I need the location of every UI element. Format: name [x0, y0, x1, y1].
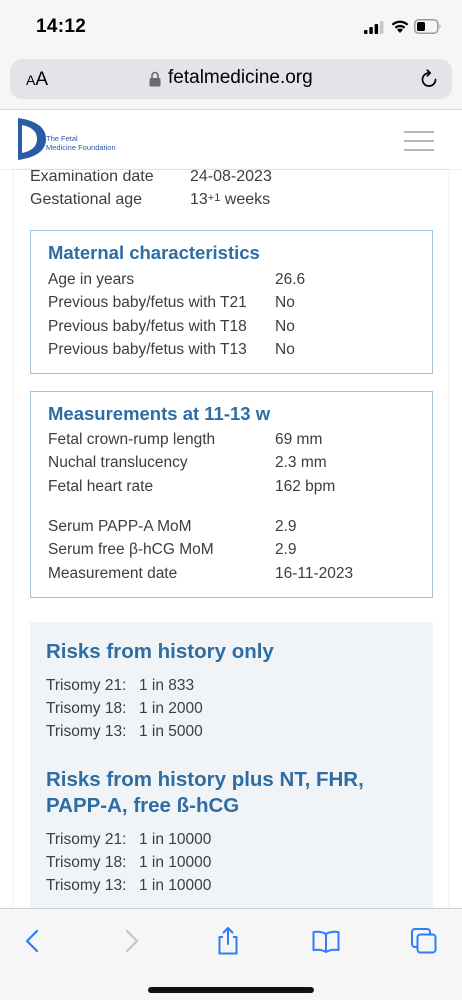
- measurement-row-label: Nuchal translucency: [48, 454, 188, 471]
- maternal-row-label: Previous baby/fetus with T21: [48, 294, 247, 311]
- reader-options-button[interactable]: AA: [26, 69, 49, 90]
- risk-results-panel: Risks from history only Trisomy 21: 1 in…: [30, 622, 433, 908]
- risks-combined-title: Risks from history plus NT, FHR, PAPP-A,…: [46, 768, 364, 817]
- maternal-characteristics-box: Maternal characteristics Age in years 26…: [30, 230, 433, 374]
- wifi-icon: [391, 20, 409, 33]
- measurements-box: Measurements at 11-13 w Fetal crown-rump…: [30, 391, 433, 598]
- status-bar: 14:12: [0, 0, 462, 52]
- maternal-row-label: Age in years: [48, 271, 135, 288]
- browser-address-area: AA fetalmedicine.org: [0, 52, 462, 110]
- risk-value: 1 in 10000: [139, 854, 212, 871]
- home-indicator: [148, 987, 314, 993]
- chevron-right-icon[interactable]: [116, 926, 146, 956]
- url-text[interactable]: fetalmedicine.org: [168, 67, 313, 88]
- maternal-row-value: No: [275, 341, 295, 358]
- risk-label: Trisomy 21:: [46, 677, 127, 694]
- gestational-age-label: Gestational age: [30, 191, 143, 208]
- maternal-row-label: Previous baby/fetus with T13: [48, 341, 247, 358]
- measurement-row-value: 162 bpm: [275, 478, 336, 495]
- risk-row: Trisomy 13: 1 in 5000: [46, 723, 203, 741]
- lock-icon: [149, 71, 161, 87]
- maternal-row-value: No: [275, 294, 295, 311]
- risk-row: Trisomy 18: 1 in 2000: [46, 700, 203, 718]
- maternal-row-value: No: [275, 318, 295, 335]
- browser-toolbar: [0, 908, 462, 1000]
- risks-history-title: Risks from history only: [46, 640, 274, 663]
- examination-date-label: Examination date: [30, 170, 154, 185]
- measurement-row-value: 2.3 mm: [275, 454, 327, 471]
- risk-value: 1 in 833: [139, 677, 195, 694]
- maternal-characteristics-title: Maternal characteristics: [48, 242, 260, 263]
- examination-date-value: 24-08-2023: [190, 170, 272, 185]
- battery-icon: [414, 19, 441, 34]
- gestational-age-value: 13+1 weeks: [190, 191, 271, 208]
- risk-label: Trisomy 13:: [46, 723, 127, 740]
- fmf-logo-mark[interactable]: [16, 116, 46, 162]
- measurement-row-label: Measurement date: [48, 565, 178, 582]
- reload-icon[interactable]: [419, 69, 439, 89]
- risk-row: Trisomy 13: 1 in 10000: [46, 877, 211, 895]
- logo-text[interactable]: The Fetal Medicine Foundation: [46, 134, 116, 152]
- measurement-row-value: 2.9: [275, 518, 297, 535]
- risk-value: 1 in 2000: [139, 700, 203, 717]
- address-bar[interactable]: AA fetalmedicine.org: [10, 59, 452, 99]
- risk-label: Trisomy 21:: [46, 831, 127, 848]
- tabs-icon[interactable]: [409, 926, 439, 956]
- maternal-row-label: Previous baby/fetus with T18: [48, 318, 247, 335]
- risk-row: Trisomy 18: 1 in 10000: [46, 854, 211, 872]
- measurement-row-label: Fetal crown-rump length: [48, 431, 216, 448]
- share-icon[interactable]: [213, 926, 243, 956]
- site-header: The Fetal Medicine Foundation: [0, 110, 462, 170]
- report-card: Examination date 24-08-2023 Gestational …: [14, 170, 448, 908]
- hamburger-menu-icon[interactable]: [404, 130, 434, 152]
- measurement-row-value: 69 mm: [275, 431, 323, 448]
- chevron-left-icon[interactable]: [18, 926, 48, 956]
- measurement-row-label: Serum free β-hCG MoM: [48, 541, 214, 558]
- measurement-row-label: Fetal heart rate: [48, 478, 154, 495]
- risk-label: Trisomy 18:: [46, 700, 127, 717]
- risk-label: Trisomy 18:: [46, 854, 127, 871]
- risk-row: Trisomy 21: 1 in 10000: [46, 831, 211, 849]
- measurement-row-value: 2.9: [275, 541, 297, 558]
- risk-value: 1 in 10000: [139, 831, 212, 848]
- measurements-title: Measurements at 11-13 w: [48, 403, 271, 424]
- risk-value: 1 in 5000: [139, 723, 203, 740]
- status-time: 14:12: [36, 16, 87, 37]
- cellular-signal-icon: [364, 21, 384, 34]
- maternal-row-value: 26.6: [275, 271, 306, 288]
- measurement-row-label: Serum PAPP-A MoM: [48, 518, 192, 535]
- risk-value: 1 in 10000: [139, 877, 212, 894]
- book-icon[interactable]: [311, 926, 341, 956]
- risk-label: Trisomy 13:: [46, 877, 127, 894]
- measurement-row-value: 16-11-2023: [275, 565, 354, 582]
- risk-row: Trisomy 21: 1 in 833: [46, 677, 194, 695]
